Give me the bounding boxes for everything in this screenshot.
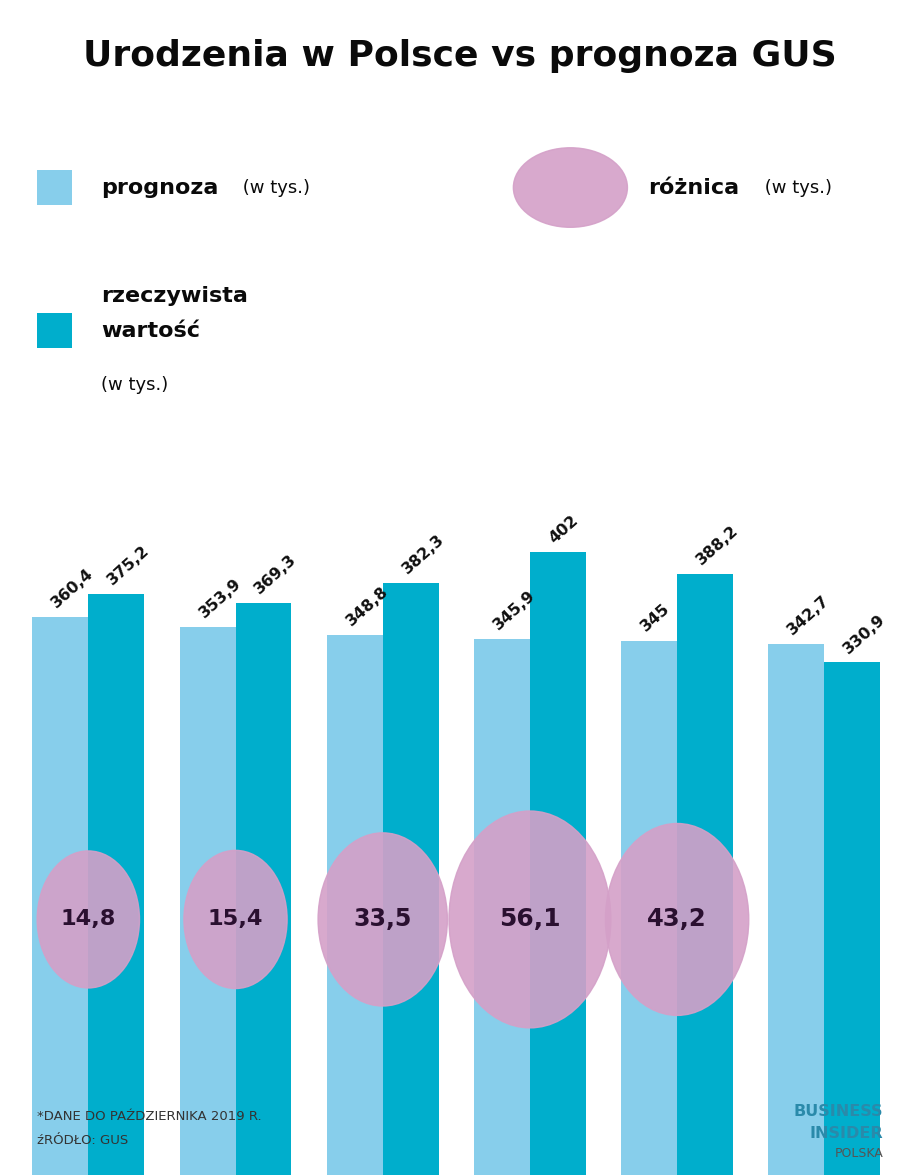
Text: 33,5: 33,5	[353, 907, 412, 932]
Text: 345,9: 345,9	[490, 588, 538, 633]
Text: 15,4: 15,4	[208, 909, 263, 929]
Text: 56,1: 56,1	[499, 907, 560, 932]
Bar	[179, 626, 235, 1175]
Bar	[767, 644, 823, 1175]
Text: 342,7: 342,7	[784, 593, 832, 638]
Bar	[32, 617, 88, 1175]
Text: 369,3: 369,3	[252, 552, 300, 597]
Text: (w tys.): (w tys.)	[237, 179, 310, 196]
Bar	[382, 583, 438, 1175]
Text: 388,2: 388,2	[693, 523, 741, 568]
Bar	[88, 593, 144, 1175]
Bar	[529, 552, 585, 1175]
Bar	[235, 603, 291, 1175]
Text: (w tys.): (w tys.)	[101, 376, 168, 394]
Ellipse shape	[448, 811, 610, 1028]
Ellipse shape	[513, 148, 627, 227]
Text: BUSINESS: BUSINESS	[793, 1104, 882, 1120]
Text: Urodzenia w Polsce vs prognoza GUS: Urodzenia w Polsce vs prognoza GUS	[83, 40, 836, 74]
FancyBboxPatch shape	[37, 170, 73, 204]
Text: (w tys.): (w tys.)	[758, 179, 831, 196]
Text: 43,2: 43,2	[647, 907, 706, 932]
Text: POLSKA: POLSKA	[834, 1147, 882, 1160]
Ellipse shape	[37, 851, 140, 988]
Text: różnica: różnica	[648, 177, 739, 197]
Bar	[676, 573, 732, 1175]
FancyBboxPatch shape	[37, 314, 73, 348]
Bar	[473, 639, 529, 1175]
Text: 402: 402	[546, 512, 581, 546]
Text: *DANE DO PAŹDZIERNIKA 2019 R.: *DANE DO PAŹDZIERNIKA 2019 R.	[37, 1110, 261, 1123]
Text: INSIDER: INSIDER	[809, 1126, 882, 1141]
Text: wartość: wartość	[101, 321, 200, 341]
Text: 353,9: 353,9	[196, 576, 244, 620]
Text: 375,2: 375,2	[105, 543, 153, 588]
Text: 330,9: 330,9	[840, 611, 888, 657]
Ellipse shape	[605, 824, 748, 1015]
Text: 382,3: 382,3	[399, 531, 447, 577]
Text: 348,8: 348,8	[343, 584, 391, 629]
Text: 360,4: 360,4	[49, 565, 96, 611]
Text: prognoza: prognoza	[101, 177, 219, 197]
Bar	[620, 640, 676, 1175]
Text: 14,8: 14,8	[61, 909, 116, 929]
Bar	[326, 634, 382, 1175]
Ellipse shape	[318, 833, 447, 1006]
Text: rzeczywista: rzeczywista	[101, 286, 248, 307]
Bar	[823, 663, 879, 1175]
Text: 345: 345	[637, 600, 672, 635]
Text: źRÓDŁO: GUS: źRÓDŁO: GUS	[37, 1134, 128, 1147]
Ellipse shape	[184, 851, 287, 988]
